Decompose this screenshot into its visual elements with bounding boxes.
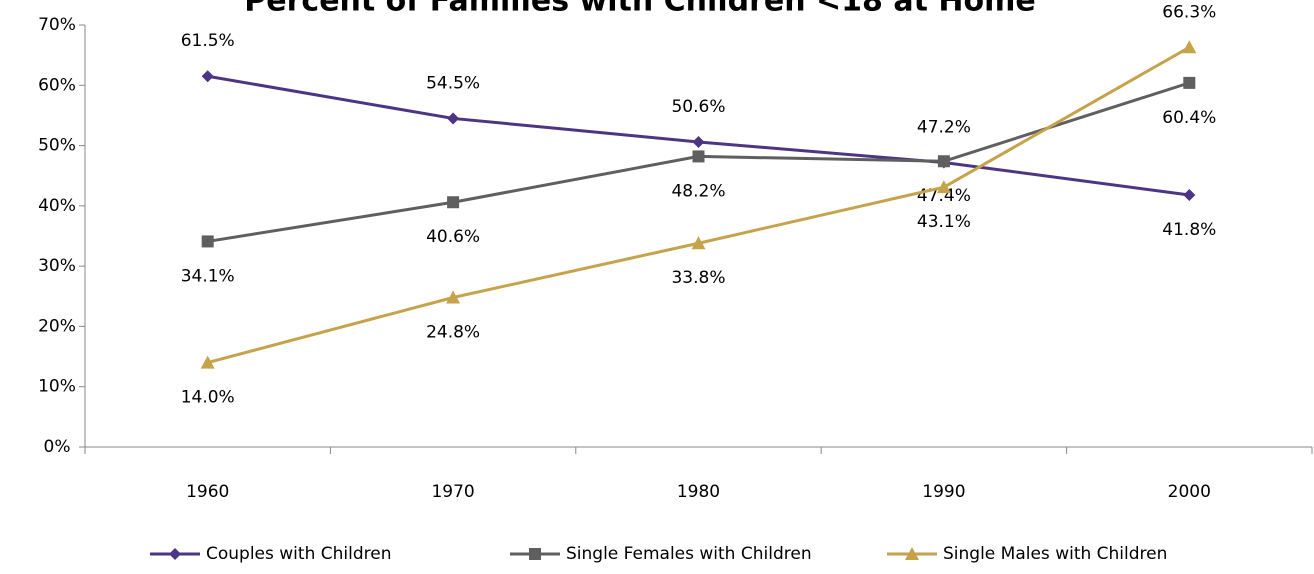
data-label: 66.3% [1162,2,1216,22]
marker [447,112,460,125]
y-tick-label: 20% [38,316,76,336]
marker [692,150,705,163]
marker [936,180,951,194]
data-label: 60.4% [1162,108,1216,128]
marker [1182,40,1197,54]
data-label: 41.8% [1162,220,1216,240]
x-tick-label: 1970 [431,482,474,502]
y-tick-label: 70% [38,15,76,35]
line [207,74,1190,197]
data-label: 33.8% [671,268,725,288]
marker [1183,189,1196,202]
data-label: 47.2% [917,117,971,137]
marker [692,135,705,148]
y-tick-label: 30% [38,256,76,276]
chart-title: Percent of Families with Children <18 at… [244,0,1035,19]
x-tick-label: 2000 [1168,482,1211,502]
marker [691,236,706,250]
marker [446,290,461,304]
data-label: 40.6% [426,227,480,247]
marker [201,70,214,83]
y-tick-label: 10% [38,377,76,397]
data-label: 43.1% [917,212,971,232]
marker [201,235,214,248]
data-label: 48.2% [671,181,725,201]
legend-label: Single Males with Children [943,544,1167,564]
marker [447,196,460,209]
marker [905,547,919,560]
y-tick-label: 50% [38,136,76,156]
data-label: 14.0% [181,388,235,408]
data-label: 50.6% [671,97,725,117]
y-tick-label: 60% [38,75,76,95]
y-tick-label: 0% [44,437,71,457]
marker [200,355,215,369]
x-tick-label: 1990 [922,482,965,502]
line [207,46,1191,365]
data-label: 34.1% [181,266,235,286]
data-label: 24.8% [426,322,480,342]
data-label: 54.5% [426,73,480,93]
y-tick-label: 40% [38,196,76,216]
legend-label: Single Females with Children [566,544,812,564]
legend-label: Couples with Children [206,544,391,564]
x-tick-label: 1980 [677,482,720,502]
marker [1183,76,1196,89]
marker [937,155,950,168]
data-label: 61.5% [181,31,235,51]
marker [169,548,181,560]
x-tick-label: 1960 [186,482,229,502]
marker [529,548,541,560]
